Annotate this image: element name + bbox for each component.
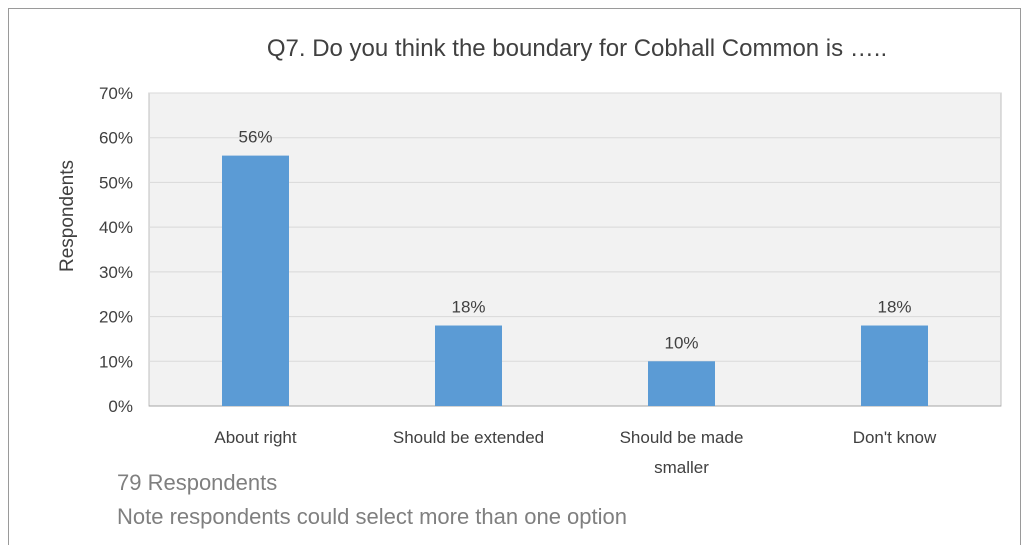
- y-tick-label: 60%: [99, 129, 133, 148]
- y-tick-label: 20%: [99, 308, 133, 327]
- y-axis-label: Respondents: [57, 160, 78, 272]
- x-tick-label: Don't know: [853, 428, 937, 447]
- data-label: 18%: [877, 298, 911, 317]
- bar: [222, 155, 289, 406]
- y-tick-label: 70%: [99, 84, 133, 103]
- y-tick-label: 40%: [99, 218, 133, 237]
- bar: [861, 325, 928, 406]
- x-tick-label: About right: [214, 428, 296, 447]
- plot-area: 0% 10% 20% 30% 40% 50% 60% 70% 56% About right 18%…: [99, 84, 1002, 477]
- y-tick-label: 0%: [108, 397, 133, 416]
- data-label: 56%: [238, 128, 272, 147]
- y-tick-label: 10%: [99, 352, 133, 371]
- respondent-count-note: 79 Respondents: [117, 470, 278, 495]
- y-tick-label: 50%: [99, 173, 133, 192]
- x-tick-label: smaller: [654, 458, 709, 477]
- bar: [435, 325, 502, 406]
- y-tick-label: 30%: [99, 263, 133, 282]
- bar: [648, 361, 715, 406]
- x-tick-label: Should be extended: [393, 428, 544, 447]
- chart-title: Q7. Do you think the boundary for Cobhal…: [267, 35, 887, 62]
- data-label: 10%: [664, 333, 698, 352]
- multi-select-note: Note respondents could select more than …: [117, 504, 627, 529]
- data-label: 18%: [451, 298, 485, 317]
- x-tick-label: Should be made: [620, 428, 744, 447]
- plot-background: [148, 92, 1002, 407]
